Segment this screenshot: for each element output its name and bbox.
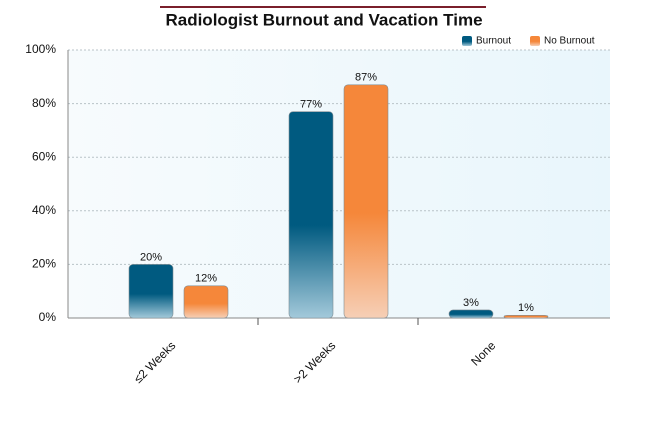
y-tick-label: 0%	[39, 310, 57, 324]
legend-swatch	[462, 36, 472, 46]
value-label: 77%	[300, 99, 322, 111]
value-label: 12%	[195, 273, 217, 285]
bar	[448, 309, 494, 319]
y-tick-label: 20%	[32, 257, 56, 271]
legend-label: Burnout	[476, 36, 511, 47]
value-label: 3%	[463, 297, 479, 309]
legend-swatch	[530, 36, 540, 46]
legend: Burnout No Burnout	[462, 36, 595, 47]
y-tick-label: 60%	[32, 149, 56, 163]
value-label: 20%	[140, 251, 162, 263]
y-tick-label: 100%	[25, 42, 56, 56]
bar	[343, 84, 389, 319]
chart-title: Radiologist Burnout and Vacation Time	[165, 10, 482, 29]
bar	[503, 315, 549, 319]
bar	[183, 285, 229, 319]
value-label: 1%	[518, 302, 534, 314]
legend-label: No Burnout	[544, 36, 595, 47]
y-tick-label: 40%	[32, 203, 56, 217]
bar	[288, 111, 334, 319]
y-tick-label: 80%	[32, 96, 56, 110]
value-label: 87%	[355, 72, 377, 84]
x-tick-label: >2 Weeks	[291, 338, 339, 386]
x-tick-label: None	[468, 338, 498, 368]
x-tick-label: ≤2 Weeks	[131, 338, 178, 385]
bar	[128, 264, 174, 319]
